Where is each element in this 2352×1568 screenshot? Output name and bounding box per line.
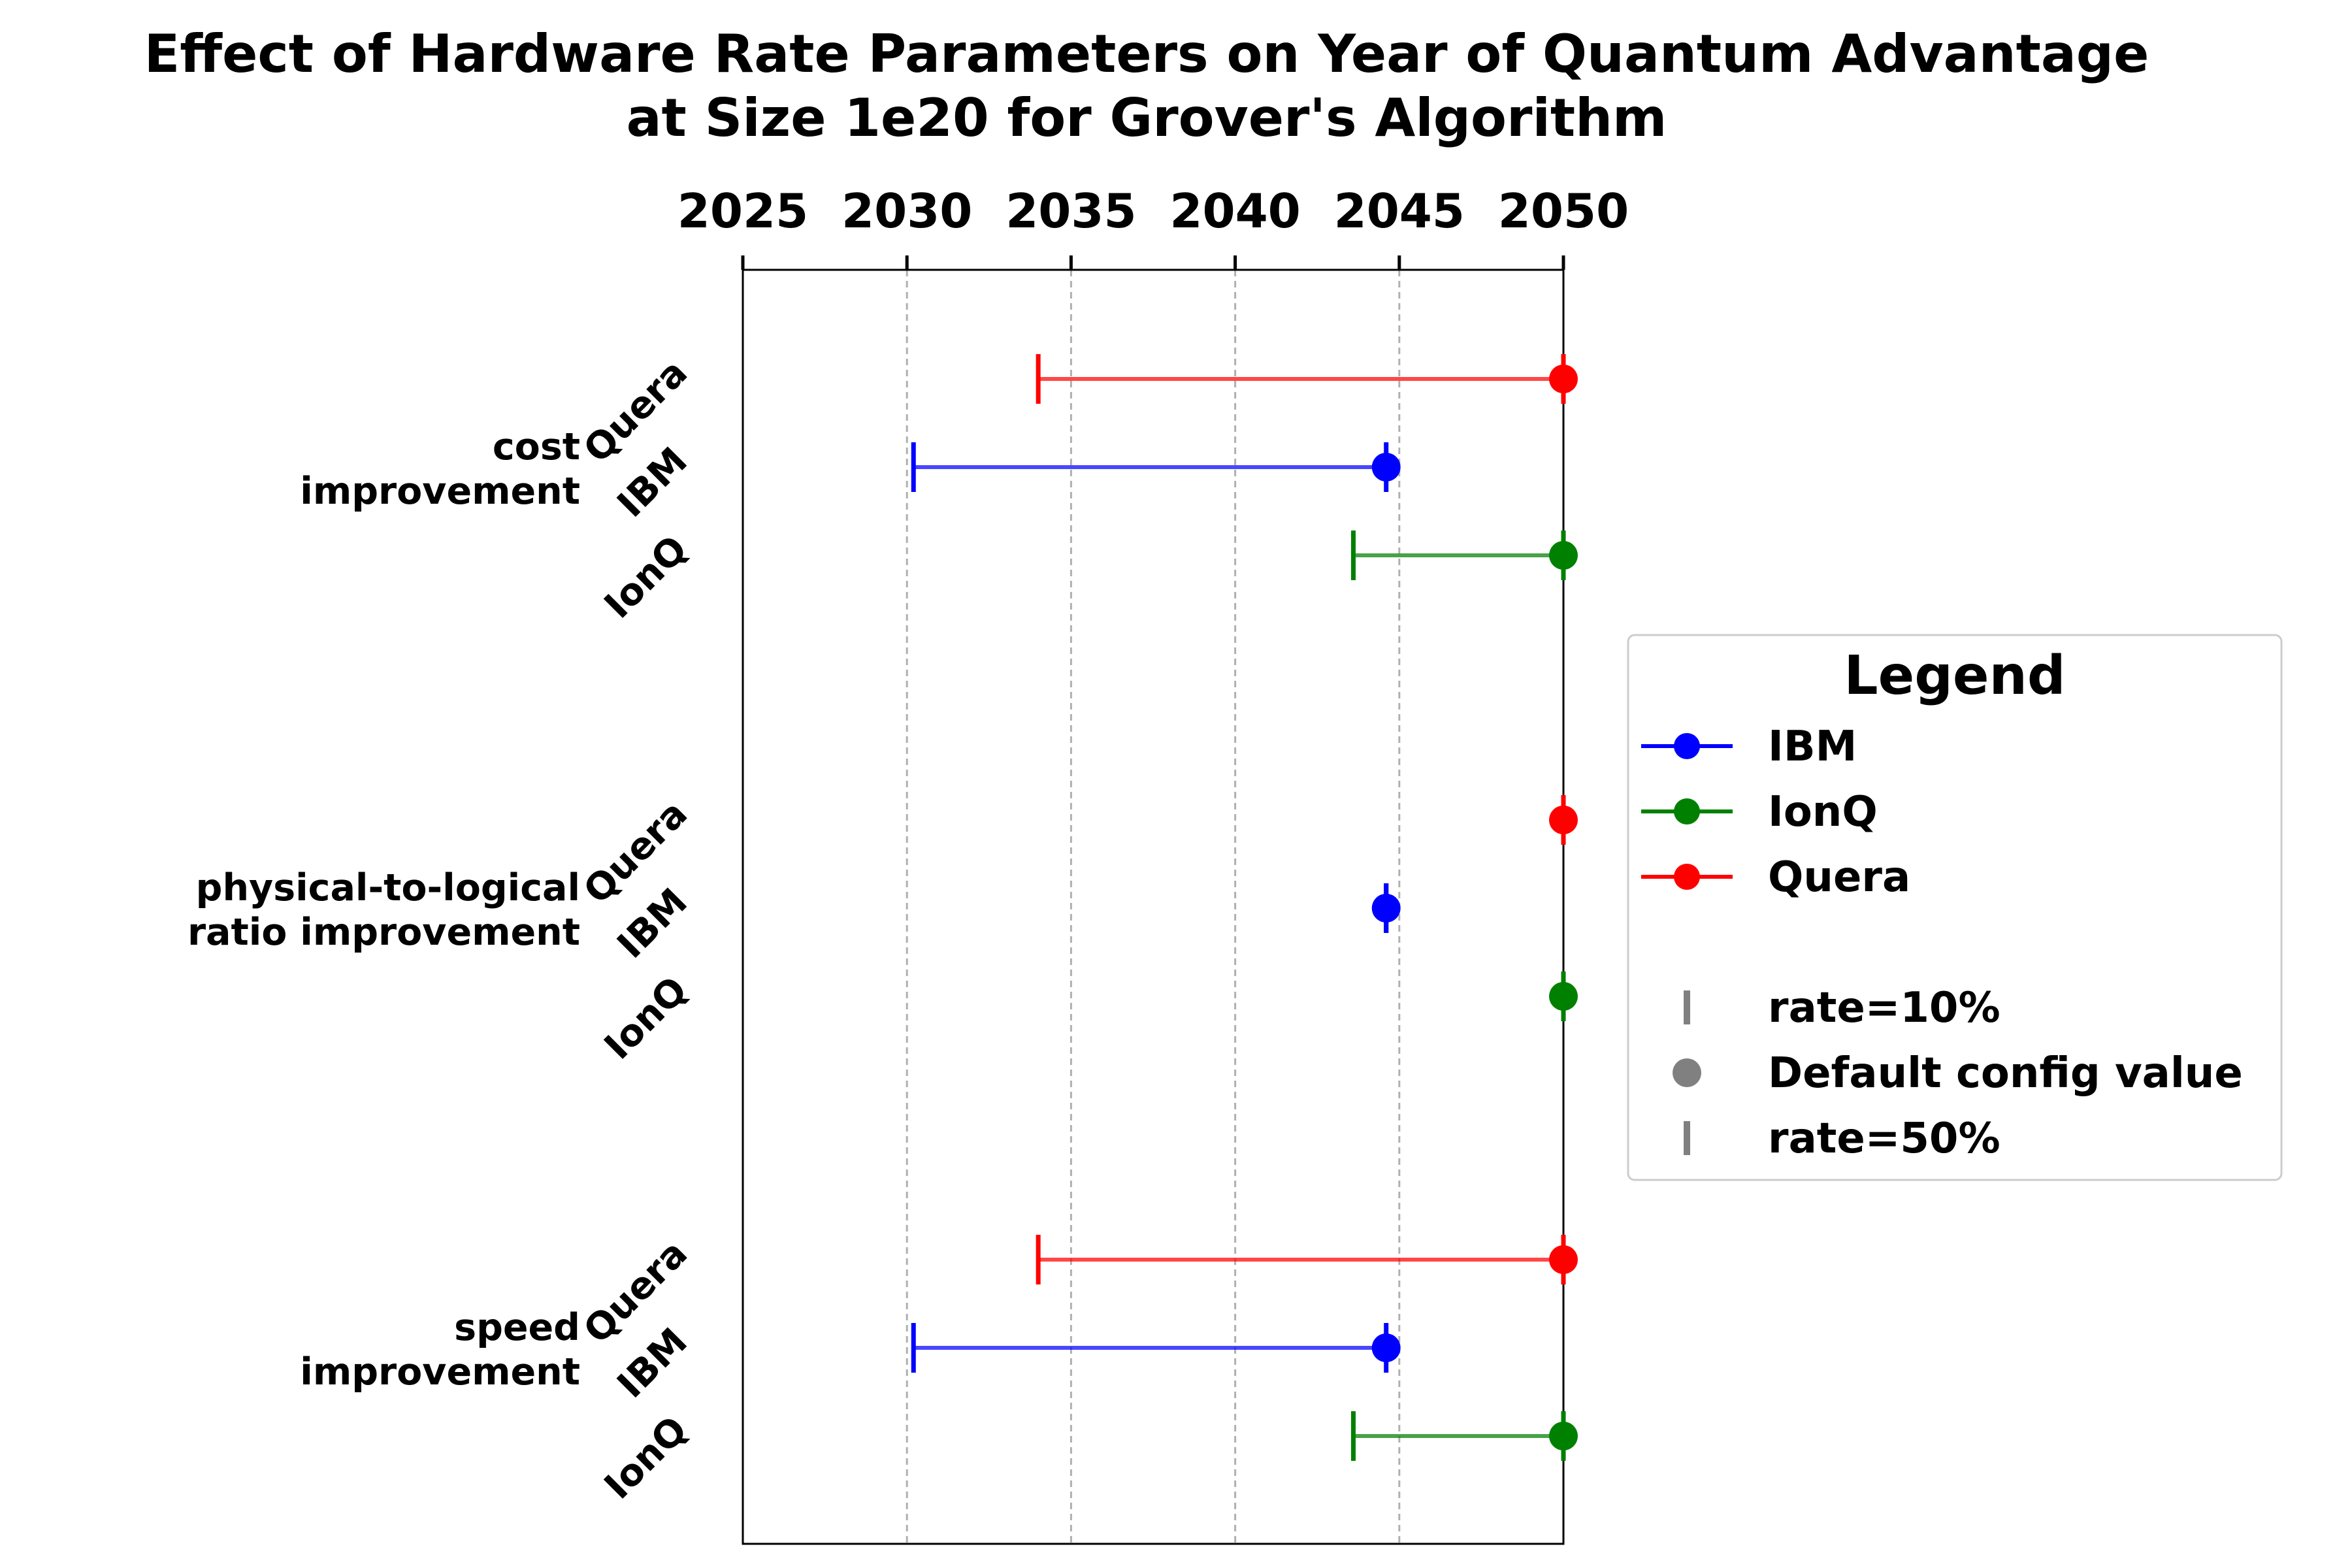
group-label-line: improvement — [300, 470, 580, 513]
group-0 — [911, 354, 1578, 580]
chart-title: Effect of Hardware Rate Parameters on Ye… — [144, 24, 2149, 148]
plot-frame — [742, 269, 1565, 1545]
group-label-line: ratio improvement — [188, 911, 580, 954]
legend-box — [1627, 634, 2283, 1181]
chart-title-line: Effect of Hardware Rate Parameters on Ye… — [144, 24, 2149, 84]
y-axis-labels: costimprovementQueraIBMIonQphysical-to-l… — [188, 351, 696, 1507]
legend-dot-ionq — [1674, 798, 1700, 825]
group-label-line: physical-to-logical — [196, 866, 580, 909]
legend-title: Legend — [1844, 645, 2065, 707]
group-label-line: speed — [454, 1306, 580, 1349]
legend-default-dot — [1673, 1058, 1701, 1087]
group-2 — [911, 1235, 1578, 1461]
default-dot-ionq — [1549, 1422, 1578, 1450]
default-dot-quera — [1549, 806, 1578, 834]
x-tick-label: 2040 — [1169, 184, 1300, 238]
legend-dot-ibm — [1674, 733, 1700, 759]
legend-label: Default config value — [1768, 1049, 2243, 1098]
legend-dot-quera — [1674, 864, 1700, 890]
x-tick-label: 2030 — [841, 184, 972, 238]
group-1 — [1371, 795, 1578, 1021]
default-dot-ionq — [1549, 982, 1578, 1011]
default-dot-quera — [1549, 1245, 1578, 1274]
default-dot-ibm — [1371, 1333, 1401, 1362]
series-label-ionq: IonQ — [596, 968, 696, 1068]
x-tick-label: 2050 — [1498, 184, 1629, 238]
group-label-line: improvement — [300, 1350, 580, 1394]
legend-label: IBM — [1768, 723, 1857, 771]
chart-title-line: at Size 1e20 for Grover's Algorithm — [627, 88, 1667, 148]
series-label-ionq: IonQ — [596, 1408, 696, 1507]
grid — [906, 270, 1401, 1544]
legend: Legend IBM IonQ Quera rate=10% Default config… — [1627, 634, 2283, 1181]
legend-label: rate=10% — [1768, 984, 2001, 1032]
x-tick-label: 2025 — [678, 184, 808, 238]
legend-label: rate=50% — [1768, 1115, 2001, 1163]
x-axis: 2025 2030 2035 2040 2045 2050 — [678, 184, 1629, 1545]
default-dot-ibm — [1371, 894, 1401, 923]
series-label-ionq: IonQ — [596, 527, 696, 627]
default-dot-ionq — [1549, 541, 1578, 570]
default-dot-quera — [1549, 365, 1578, 393]
x-tick-label: 2045 — [1334, 184, 1465, 238]
x-tick-label: 2035 — [1005, 184, 1136, 238]
legend-label: Quera — [1768, 853, 1910, 902]
group-label-line: cost — [493, 425, 580, 468]
default-dot-ibm — [1371, 453, 1401, 482]
plot-area — [911, 354, 1578, 1461]
legend-label: IonQ — [1768, 788, 1878, 836]
